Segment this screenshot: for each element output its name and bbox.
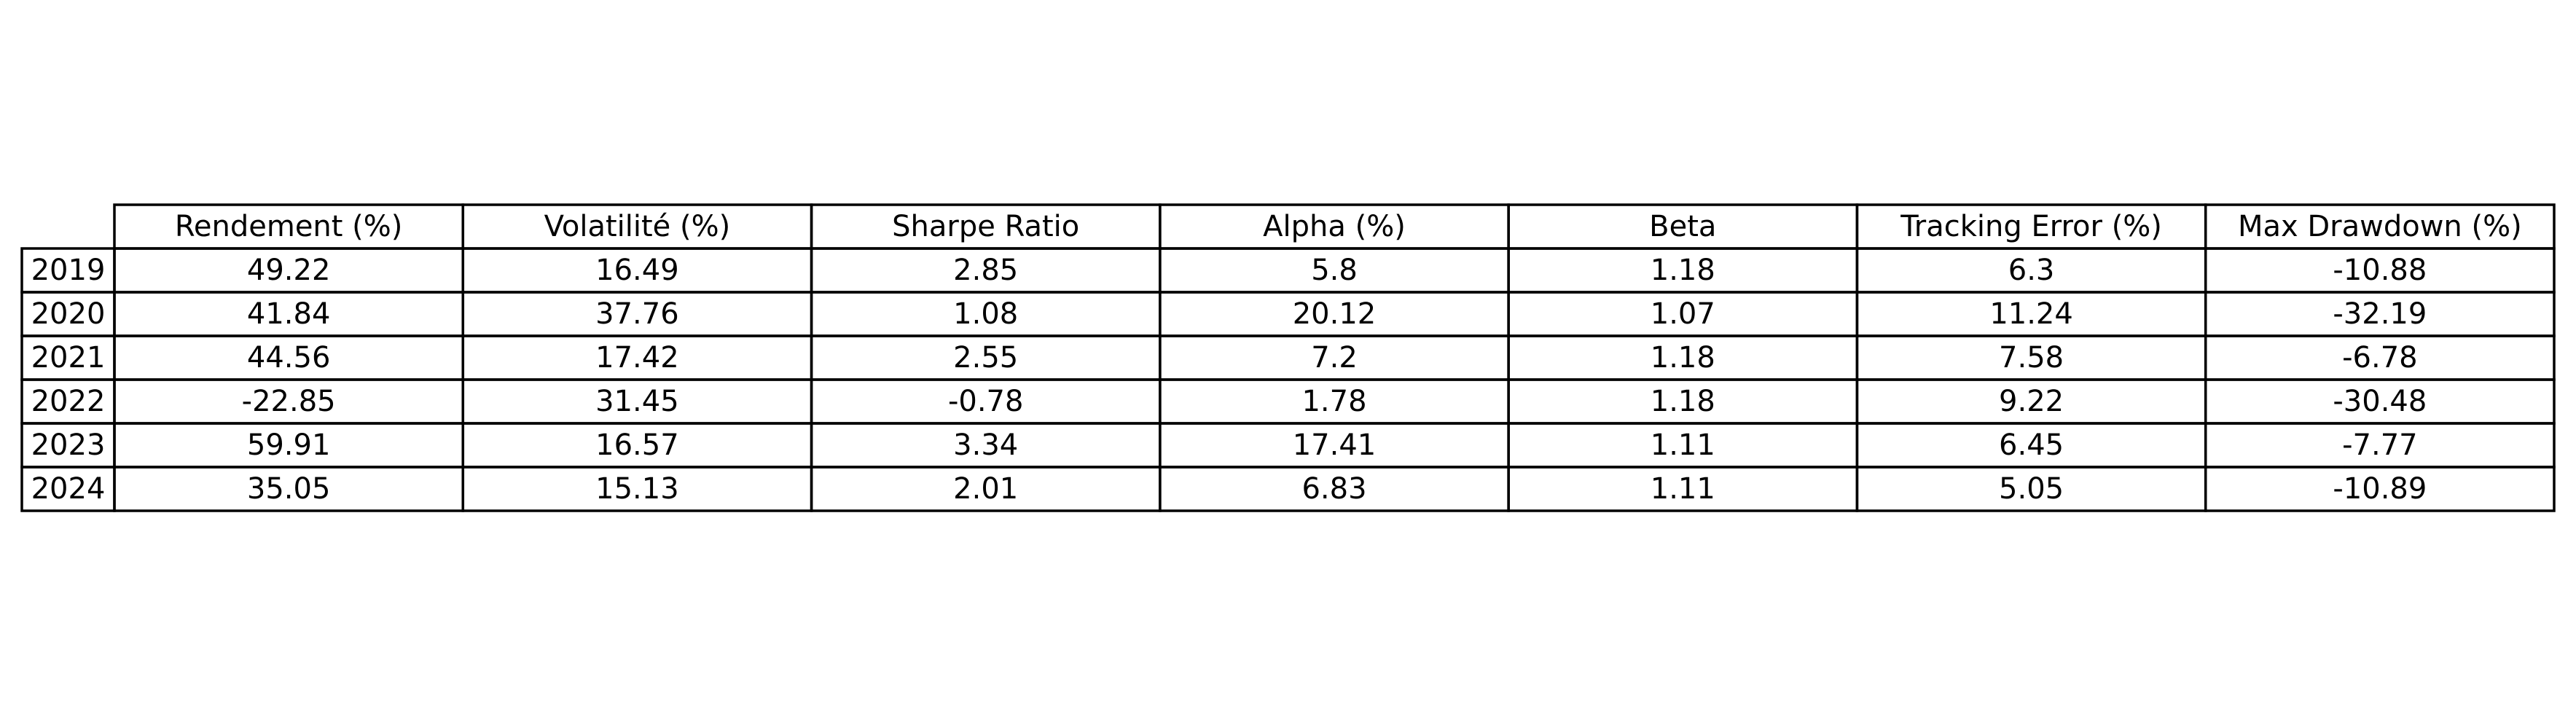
cell-value: 7.2 xyxy=(1311,341,1358,375)
cell-value: 2.55 xyxy=(953,341,1018,375)
cell-value: 49.22 xyxy=(247,254,331,287)
table-text: Rendement (%) Volatilité (%) Sharpe Ratio A… xyxy=(31,210,2522,506)
cell-value: -6.78 xyxy=(2342,341,2418,375)
cell-value: 9.22 xyxy=(1999,385,2064,418)
cell-value: 2.85 xyxy=(953,254,1018,287)
cell-value: 2.01 xyxy=(953,472,1018,506)
cell-value: 7.58 xyxy=(1999,341,2064,375)
row-label: 2022 xyxy=(31,385,106,418)
cell-value: 5.05 xyxy=(1999,472,2064,506)
cell-value: -0.78 xyxy=(948,385,1024,418)
cell-value: 35.05 xyxy=(247,472,331,506)
column-header: Alpha (%) xyxy=(1263,210,1406,243)
row-label: 2024 xyxy=(31,472,106,506)
cell-value: 44.56 xyxy=(247,341,331,375)
column-header: Tracking Error (%) xyxy=(1900,210,2162,243)
row-label: 2020 xyxy=(31,297,106,331)
cell-value: 20.12 xyxy=(1293,297,1377,331)
cell-value: 1.18 xyxy=(1651,385,1715,418)
cell-value: 59.91 xyxy=(247,428,331,462)
row-label: 2019 xyxy=(31,254,106,287)
column-header: Rendement (%) xyxy=(175,210,403,243)
cell-value: 5.8 xyxy=(1311,254,1358,287)
cell-value: 6.83 xyxy=(1301,472,1366,506)
cell-value: 16.49 xyxy=(595,254,679,287)
cell-value: 6.3 xyxy=(2008,254,2055,287)
cell-value: 31.45 xyxy=(595,385,679,418)
cell-value: 1.08 xyxy=(953,297,1018,331)
cell-value: 37.76 xyxy=(595,297,679,331)
cell-value: -22.85 xyxy=(242,385,336,418)
cell-value: 6.45 xyxy=(1999,428,2064,462)
cell-value: 1.11 xyxy=(1651,472,1715,506)
table-grid xyxy=(20,203,2556,512)
cell-value: 1.78 xyxy=(1301,385,1366,418)
cell-value: 17.41 xyxy=(1293,428,1377,462)
column-header: Max Drawdown (%) xyxy=(2238,210,2522,243)
column-header: Volatilité (%) xyxy=(544,210,731,243)
cell-value: -10.88 xyxy=(2333,254,2427,287)
row-label: 2021 xyxy=(31,341,106,375)
cell-value: 3.34 xyxy=(953,428,1018,462)
row-label: 2023 xyxy=(31,428,106,462)
cell-value: 11.24 xyxy=(1989,297,2073,331)
cell-value: -32.19 xyxy=(2333,297,2427,331)
cell-value: -30.48 xyxy=(2333,385,2427,418)
cell-value: -7.77 xyxy=(2342,428,2418,462)
table-cell xyxy=(2204,466,2556,512)
cell-value: 41.84 xyxy=(247,297,331,331)
cell-value: 1.18 xyxy=(1651,341,1715,375)
cell-value: 15.13 xyxy=(595,472,679,506)
cell-value: 16.57 xyxy=(595,428,679,462)
cell-value: -10.89 xyxy=(2333,472,2427,506)
column-header: Sharpe Ratio xyxy=(892,210,1079,243)
column-header: Beta xyxy=(1649,210,1716,243)
cell-value: 1.18 xyxy=(1651,254,1715,287)
cell-value: 17.42 xyxy=(595,341,679,375)
cell-value: 1.07 xyxy=(1651,297,1715,331)
cell-value: 1.11 xyxy=(1651,428,1715,462)
